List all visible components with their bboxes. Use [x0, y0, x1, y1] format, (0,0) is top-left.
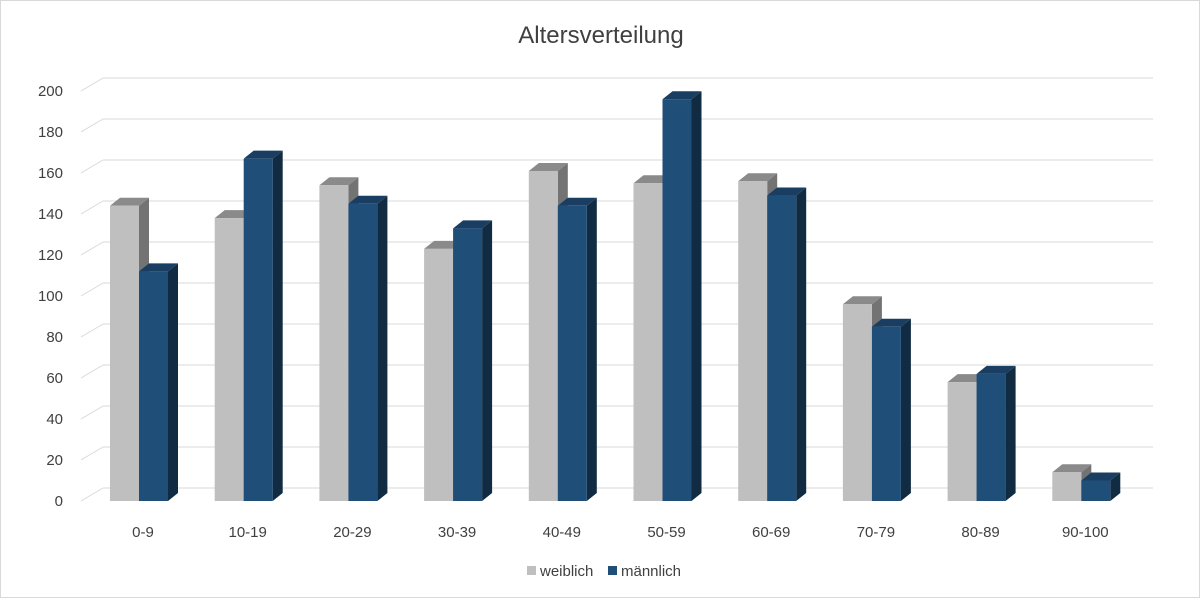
gridline-slant	[80, 323, 104, 338]
x-axis-ticks: 0-9 10-19 20-29 30-39 40-49 50-59 60-69 70-79 80…	[132, 524, 1109, 541]
gridline-slant	[80, 200, 104, 215]
y-tick-label: 100	[38, 288, 63, 305]
gridline-slant	[80, 364, 104, 379]
gridline-slant	[80, 487, 104, 502]
y-tick-label: 40	[46, 411, 63, 428]
x-tick-label: 40-49	[543, 524, 581, 541]
bar-top-weiblich-60-69	[738, 173, 778, 182]
y-tick-label: 140	[38, 206, 63, 223]
bar-top-männlich-40-49	[557, 197, 597, 206]
legend-label-maennlich: männlich	[621, 563, 681, 580]
y-tick-label: 180	[38, 124, 63, 141]
bar-side-männlich-80-89	[1005, 365, 1016, 501]
bar-side-männlich-40-49	[586, 197, 597, 502]
bar-top-männlich-50-59	[662, 91, 702, 100]
legend-label-weiblich: weiblich	[539, 563, 593, 580]
bar-side-männlich-90-100	[1110, 472, 1121, 501]
legend: weiblich männlich	[527, 563, 681, 580]
gridline-slant	[80, 282, 104, 297]
bar-top-männlich-10-19	[243, 150, 283, 159]
bar-top-weiblich-20-29	[319, 177, 359, 186]
bar-top-männlich-30-39	[453, 220, 493, 229]
bar-weiblich-70-79	[842, 304, 872, 501]
bar-männlich-50-59	[662, 99, 692, 501]
x-tick-label: 60-69	[752, 524, 790, 541]
y-tick-label: 200	[38, 83, 63, 100]
bars	[110, 91, 1121, 502]
bar-top-männlich-0-9	[139, 263, 178, 272]
bar-side-männlich-50-59	[691, 91, 702, 501]
y-tick-label: 120	[38, 247, 63, 264]
y-tick-label: 160	[38, 165, 63, 182]
bar-männlich-30-39	[453, 228, 483, 501]
bar-männlich-40-49	[557, 205, 587, 502]
y-tick-label: 20	[46, 452, 63, 469]
bar-weiblich-40-49	[528, 170, 558, 501]
gridline-slant	[80, 241, 104, 256]
bar-weiblich-80-89	[947, 382, 977, 501]
bar-top-männlich-70-79	[871, 318, 911, 327]
bar-side-männlich-70-79	[900, 318, 911, 501]
gridline-slant	[80, 118, 104, 133]
bar-weiblich-20-29	[319, 185, 349, 502]
bar-top-weiblich-70-79	[842, 296, 882, 305]
chart-title: Altersverteilung	[518, 22, 683, 49]
bar-weiblich-10-19	[214, 218, 244, 501]
gridline-slant	[80, 446, 104, 461]
y-axis-ticks: 0 20 40 60 80 100 120 140 160 180 200	[38, 83, 63, 510]
bar-weiblich-90-100	[1052, 472, 1082, 501]
bar-männlich-80-89	[976, 373, 1006, 501]
bar-top-männlich-20-29	[348, 195, 388, 204]
bar-weiblich-60-69	[738, 181, 768, 501]
bar-side-männlich-30-39	[482, 220, 493, 501]
gridline-slant	[80, 159, 104, 174]
bar-top-weiblich-40-49	[528, 162, 568, 171]
x-tick-label: 20-29	[333, 524, 371, 541]
bar-side-männlich-60-69	[796, 187, 807, 502]
gridline-slant	[80, 405, 104, 420]
bar-männlich-10-19	[243, 158, 273, 501]
x-tick-label: 50-59	[647, 524, 685, 541]
bar-top-männlich-60-69	[767, 187, 807, 196]
bar-männlich-90-100	[1081, 480, 1111, 501]
y-tick-label: 0	[55, 493, 63, 510]
legend-swatch-maennlich	[608, 566, 617, 575]
x-tick-label: 0-9	[132, 524, 154, 541]
y-tick-label: 60	[46, 370, 63, 387]
bar-männlich-70-79	[871, 326, 901, 501]
bar-weiblich-30-39	[424, 248, 454, 501]
bar-side-männlich-0-9	[168, 263, 178, 501]
gridline-slant	[80, 77, 104, 92]
x-tick-label: 90-100	[1062, 524, 1109, 541]
bar-side-männlich-10-19	[272, 150, 283, 501]
y-tick-label: 80	[46, 329, 63, 346]
bar-top-männlich-90-100	[1081, 472, 1121, 481]
x-tick-label: 80-89	[961, 524, 999, 541]
bar-top-weiblich-0-9	[110, 197, 149, 206]
legend-swatch-weiblich	[527, 566, 536, 575]
bar-weiblich-50-59	[633, 183, 663, 501]
bar-männlich-0-9	[139, 271, 168, 501]
bar-männlich-20-29	[348, 203, 378, 501]
bar-top-männlich-80-89	[976, 365, 1016, 374]
bar-männlich-60-69	[767, 195, 797, 502]
bar-side-männlich-20-29	[377, 195, 388, 501]
bar-top-weiblich-90-100	[1052, 464, 1092, 473]
x-tick-label: 10-19	[229, 524, 267, 541]
bar-weiblich-0-9	[110, 205, 139, 502]
x-tick-label: 70-79	[857, 524, 895, 541]
x-tick-label: 30-39	[438, 524, 476, 541]
